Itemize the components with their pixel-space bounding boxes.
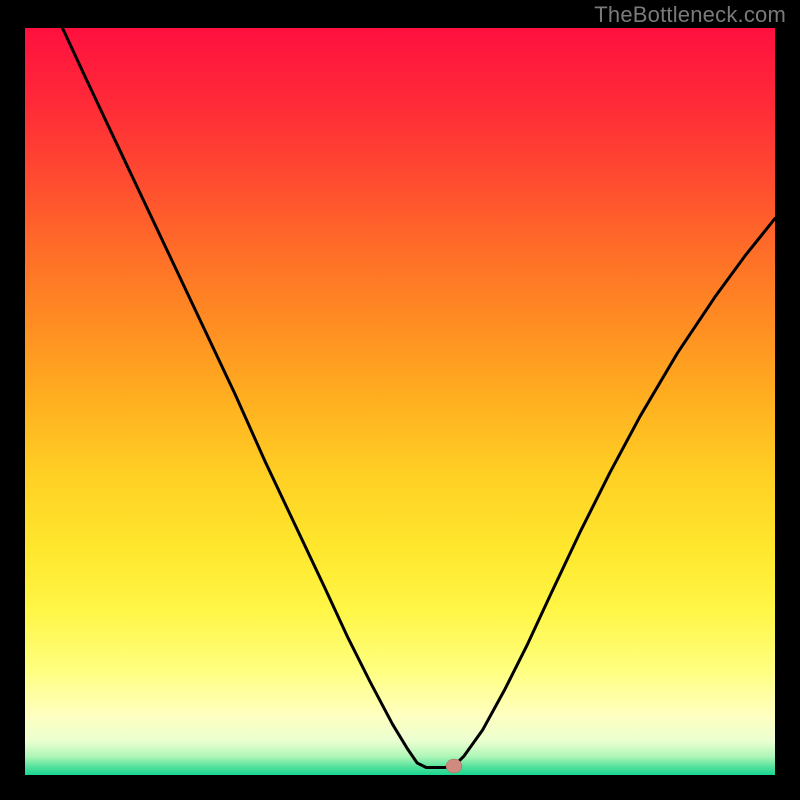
watermark-text: TheBottleneck.com bbox=[594, 2, 786, 28]
optimal-point-marker bbox=[446, 759, 462, 773]
chart-frame: TheBottleneck.com bbox=[0, 0, 800, 800]
plot-background-gradient bbox=[25, 28, 775, 775]
bottleneck-curve-chart bbox=[0, 0, 800, 800]
